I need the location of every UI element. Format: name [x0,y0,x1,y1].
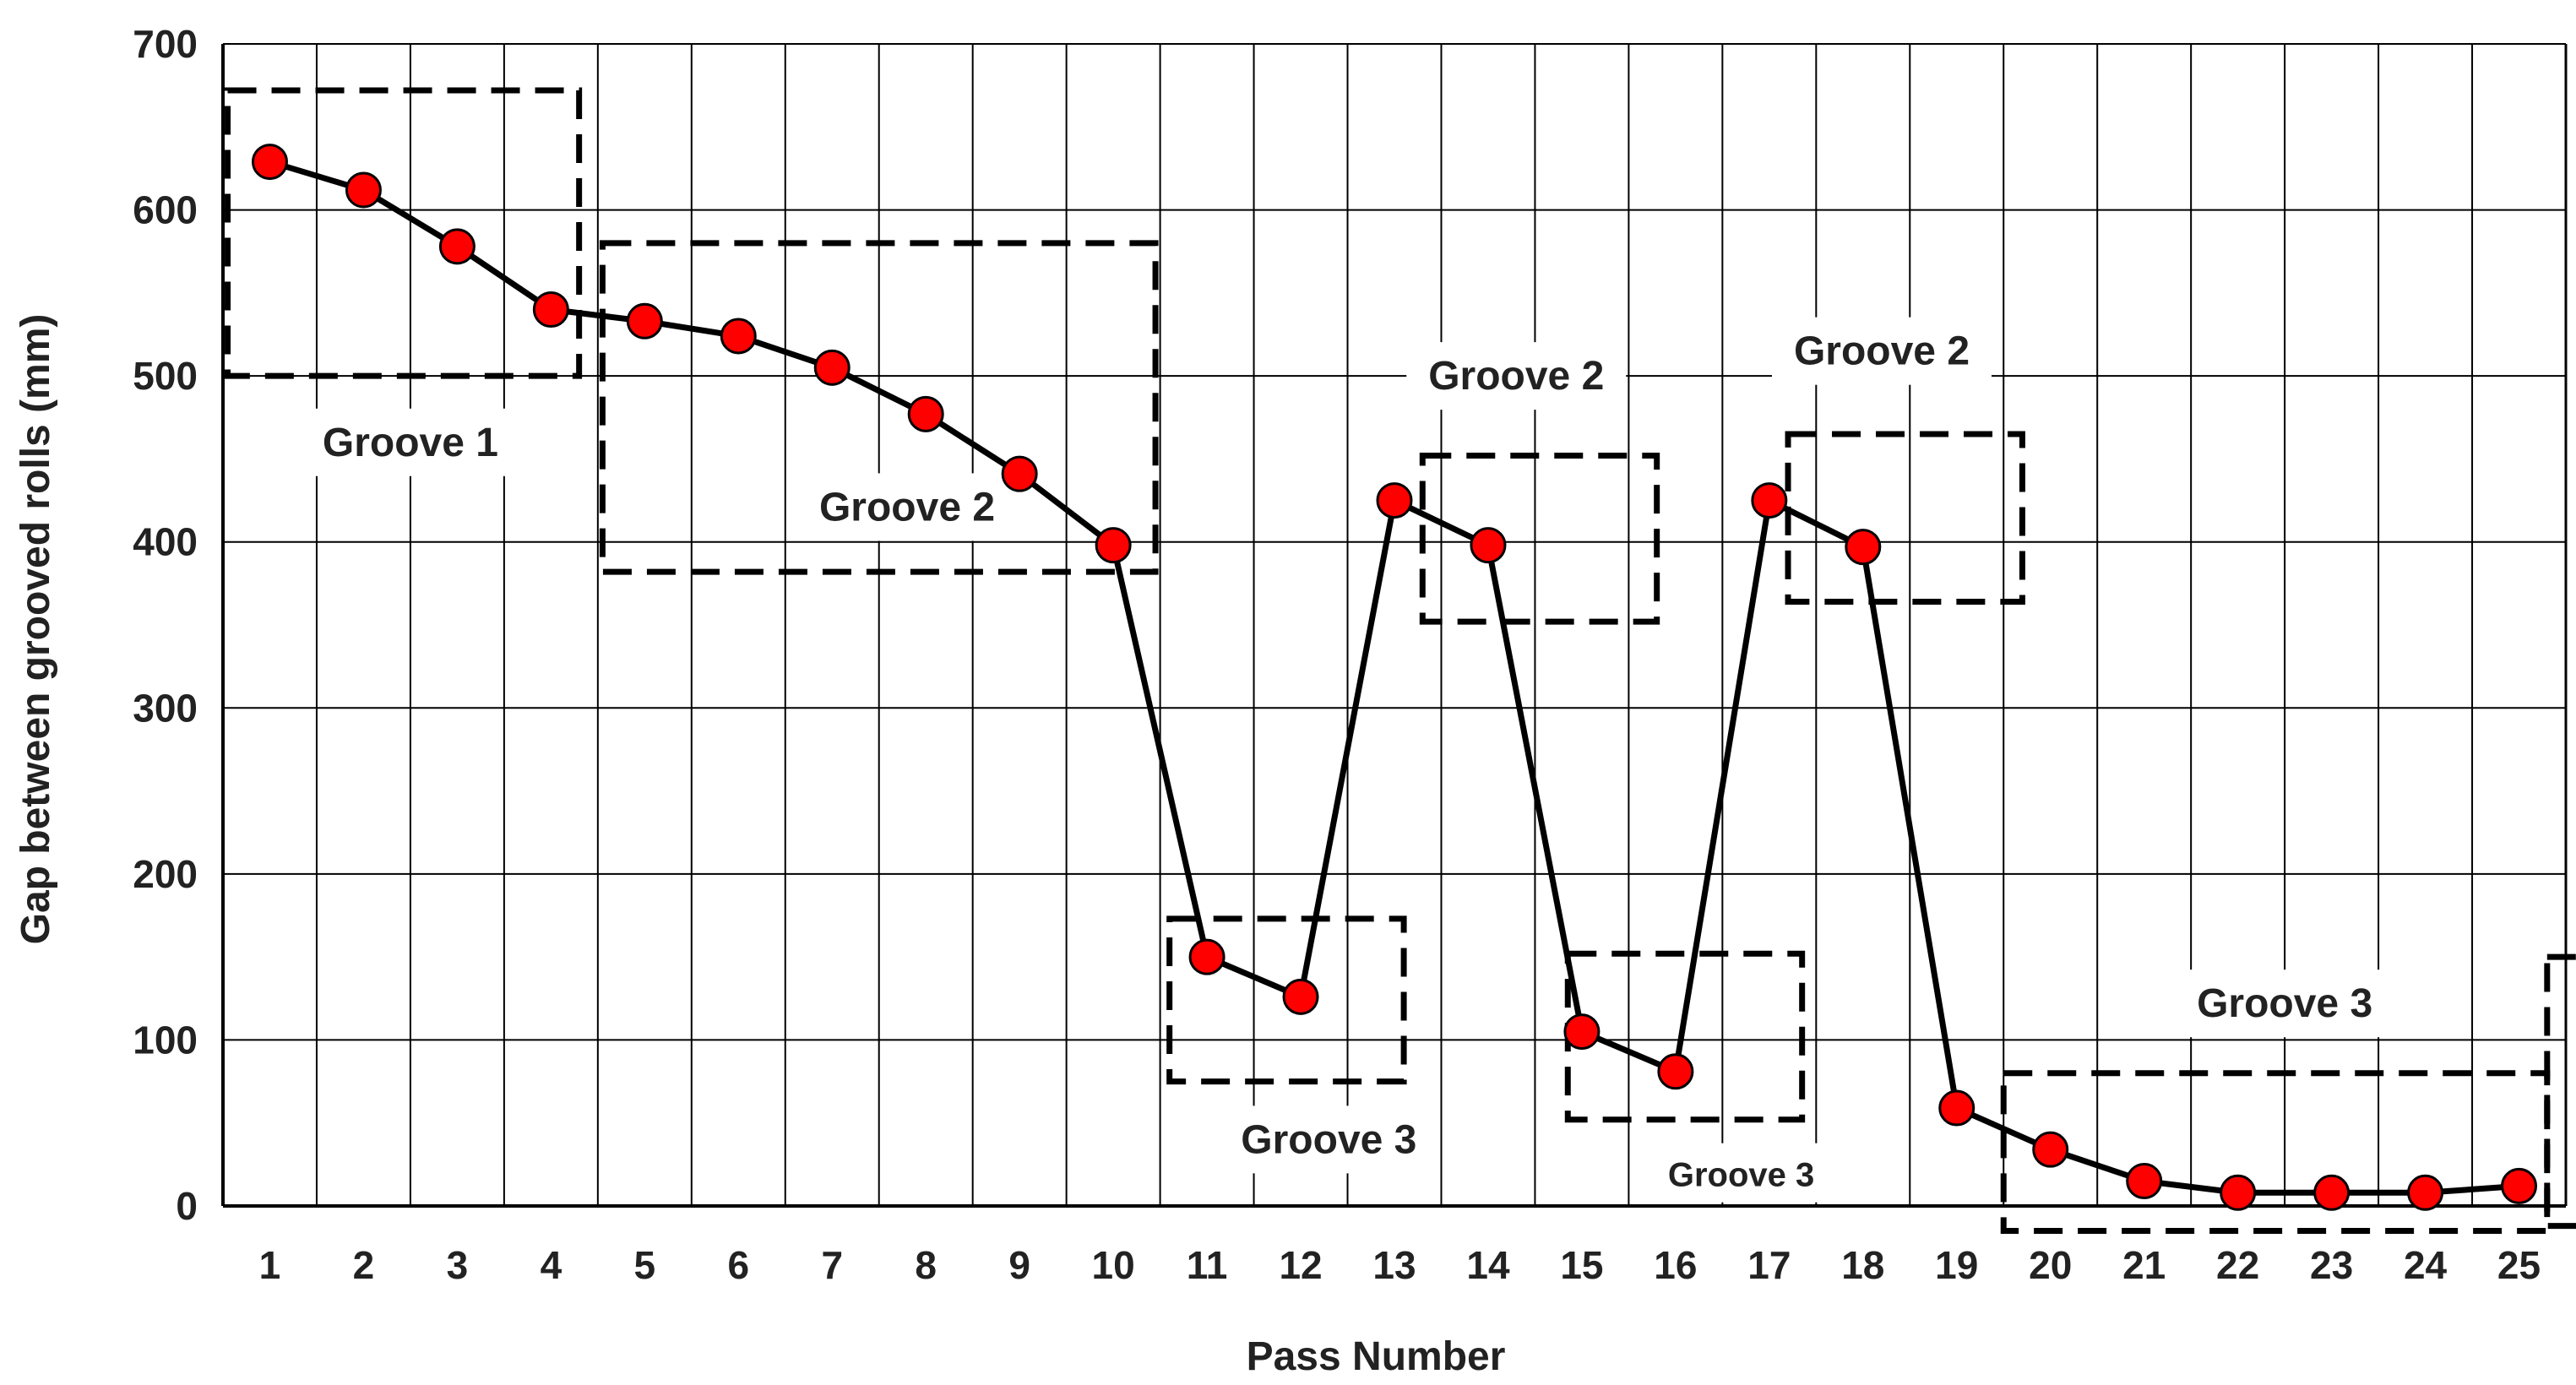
groove-annotation: Groove 3 [2000,970,2551,1234]
groove-annotation: Groove 2 [599,240,1159,575]
groove-annotation: Groove 4 [2544,953,2576,1230]
data-point [1376,482,1413,519]
annotation-dashed-box [1564,950,1806,1123]
data-point [532,291,569,329]
annotation-dashed-box [1166,915,1407,1085]
groove-annotation: Groove 3 [1166,915,1439,1174]
data-point [1001,455,1038,492]
data-point [1470,527,1507,564]
annotation-label-background [2175,970,2395,1038]
y-tick-label: 600 [133,188,198,232]
y-tick-label: 700 [133,22,198,66]
x-tick-label: 3 [447,1243,469,1287]
data-point [438,228,476,265]
data-point [813,349,851,386]
groove-annotations: Groove 1 Groove 2 Groove 3 Groove 2 Groove 3… [225,87,2576,1234]
x-tick-label: 17 [1747,1243,1791,1287]
annotation-label-background [1406,342,1627,410]
annotation-label: Groove 2 [819,485,995,530]
annotation-label: Groove 1 [323,421,498,465]
annotation-dashed-box [1785,431,2025,605]
annotation-dashed-box [599,240,1159,575]
x-tick-label: 20 [2029,1243,2072,1287]
x-tick-label: 2 [353,1243,375,1287]
annotation-label: Groove 3 [1668,1157,1814,1194]
annotation-label-background [797,473,1018,541]
data-point [1282,978,1319,1015]
data-point [1095,527,1132,564]
groove-annotation: Groove 3 [1564,950,1839,1203]
x-tick-label: 22 [2216,1243,2259,1287]
data-point [1845,529,1882,566]
x-axis-title: Pass Number [1247,1334,1506,1379]
x-tick-label: 16 [1654,1243,1697,1287]
annotation-label-background [1644,1143,1839,1203]
data-point [1751,482,1788,519]
y-tick-label: 400 [133,520,198,564]
x-tick-label: 18 [1841,1243,1884,1287]
data-point [1657,1053,1694,1090]
x-tick-label: 5 [634,1243,656,1287]
x-tick-label: 21 [2122,1243,2166,1287]
y-axis-title: Gap between grooved rolls (mm) [14,314,58,945]
annotation-label: Groove 2 [1794,329,1970,374]
data-point [2407,1174,2444,1211]
annotation-dashed-box [2544,953,2576,1230]
data-point [345,171,382,209]
data-point [1188,938,1226,975]
annotation-label: Groove 3 [2197,981,2372,1026]
x-tick-label: 1 [259,1243,281,1287]
data-point [2501,1167,2538,1204]
y-tick-label: 0 [176,1184,198,1228]
x-tick-label: 25 [2497,1243,2541,1287]
annotation-label-background [1771,317,1992,385]
data-point [1938,1089,1975,1127]
y-tick-label: 300 [133,686,198,730]
x-tick-label: 24 [2404,1243,2448,1287]
x-tick-label: 4 [541,1243,562,1287]
x-tick-label: 23 [2310,1243,2353,1287]
annotation-label-background [1219,1105,1439,1174]
annotation-dashed-box [225,87,583,379]
series-line [269,159,2519,1196]
y-tick-label: 200 [133,852,198,896]
data-point [2032,1131,2069,1168]
data-point [251,144,288,181]
data-point [2126,1163,2163,1200]
x-tick-label: 10 [1092,1243,1135,1287]
y-tick-label: 100 [133,1018,198,1062]
x-tick-label: 15 [1560,1243,1603,1287]
data-point [907,395,944,432]
groove-annotation: Groove 2 [1771,317,2025,605]
annotation-dashed-box [1419,452,1660,625]
groove-annotation: Groove 2 [1406,342,1660,625]
x-tick-label: 13 [1372,1243,1416,1287]
y-tick-label: 500 [133,354,198,398]
data-point [1563,1013,1600,1051]
x-tick-label: 11 [1187,1243,1228,1287]
data-point [2313,1174,2350,1211]
x-tick-label: 6 [727,1243,749,1287]
x-tick-label: 9 [1008,1243,1030,1287]
x-tick-label: 7 [821,1243,843,1287]
data-point [2220,1174,2257,1211]
annotation-label: Groove 2 [1428,354,1604,399]
y-tick-labels: 0 100 200 300 400 500 600 700 [133,22,198,1228]
data-series [251,144,2538,1211]
data-point [720,318,757,355]
x-tick-label: 8 [915,1243,937,1287]
annotation-label-background [300,408,520,476]
data-point [626,302,663,339]
x-tick-label: 19 [1935,1243,1978,1287]
annotation-label: Groove 3 [1241,1117,1416,1162]
x-tick-label: 14 [1466,1243,1510,1287]
x-tick-labels: 1 2 3 4 5 6 7 8 9 10 11 12 13 14 15 16 17 18 19 20 21 22 23 24 2… [259,1243,2541,1287]
groove-annotation: Groove 1 [225,87,583,476]
x-tick-label: 12 [1279,1243,1322,1287]
